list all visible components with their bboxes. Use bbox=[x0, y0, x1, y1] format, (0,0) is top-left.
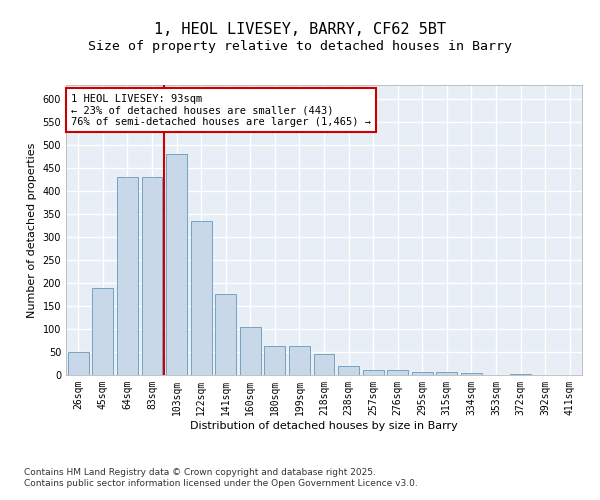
Bar bbox=[265, 346, 286, 375]
Bar bbox=[92, 288, 113, 375]
Text: Size of property relative to detached houses in Barry: Size of property relative to detached ho… bbox=[88, 40, 512, 53]
Bar bbox=[240, 326, 261, 375]
Bar bbox=[166, 154, 187, 375]
Bar bbox=[461, 373, 482, 375]
Text: Contains HM Land Registry data © Crown copyright and database right 2025.
Contai: Contains HM Land Registry data © Crown c… bbox=[24, 468, 418, 487]
Bar bbox=[387, 370, 408, 375]
X-axis label: Distribution of detached houses by size in Barry: Distribution of detached houses by size … bbox=[190, 420, 458, 430]
Bar bbox=[215, 294, 236, 375]
Bar bbox=[412, 372, 433, 375]
Bar bbox=[510, 374, 531, 375]
Text: 1 HEOL LIVESEY: 93sqm
← 23% of detached houses are smaller (443)
76% of semi-det: 1 HEOL LIVESEY: 93sqm ← 23% of detached … bbox=[71, 94, 371, 127]
Bar bbox=[362, 370, 383, 375]
Bar bbox=[142, 177, 163, 375]
Y-axis label: Number of detached properties: Number of detached properties bbox=[27, 142, 37, 318]
Bar bbox=[68, 352, 89, 375]
Bar bbox=[436, 372, 457, 375]
Bar bbox=[289, 346, 310, 375]
Bar bbox=[338, 366, 359, 375]
Bar bbox=[314, 354, 334, 375]
Bar bbox=[191, 221, 212, 375]
Text: 1, HEOL LIVESEY, BARRY, CF62 5BT: 1, HEOL LIVESEY, BARRY, CF62 5BT bbox=[154, 22, 446, 38]
Bar bbox=[117, 177, 138, 375]
